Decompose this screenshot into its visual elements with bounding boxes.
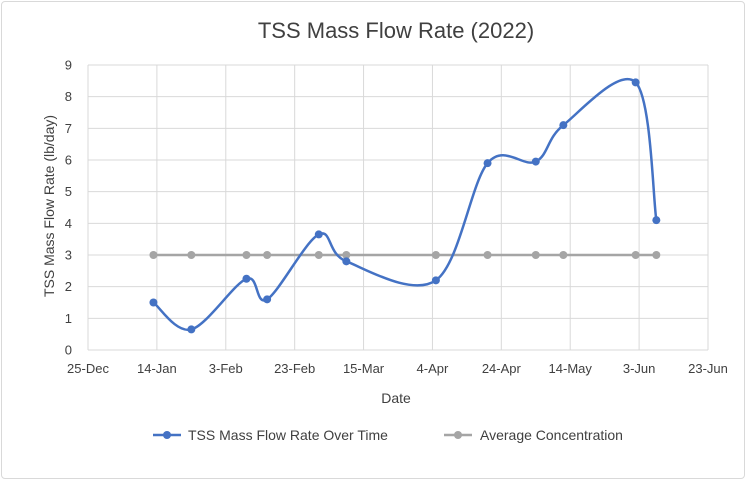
data-point <box>483 159 492 168</box>
x-tick-label: 15-Mar <box>343 361 385 376</box>
gridlines <box>87 64 709 351</box>
y-tick-label: 7 <box>65 121 72 136</box>
legend-label: Average Concentration <box>480 427 623 443</box>
x-tick-label: 4-Apr <box>417 361 449 376</box>
data-point <box>314 251 323 259</box>
data-point <box>149 251 158 259</box>
data-point <box>431 251 440 259</box>
data-point <box>431 276 440 285</box>
x-tick-label: 23-Feb <box>274 361 315 376</box>
y-tick-labels: 0 1 2 3 4 5 6 7 8 9 <box>65 58 72 358</box>
y-tick-label: 8 <box>65 89 72 104</box>
legend-swatch-marker <box>163 431 171 439</box>
data-point <box>559 251 568 259</box>
y-axis-label: TSS Mass Flow Rate (lb/day) <box>41 115 57 297</box>
data-point <box>187 251 196 259</box>
data-point <box>631 78 640 87</box>
data-point <box>559 121 568 130</box>
legend-item: Average Concentration <box>444 427 623 443</box>
chart-title: TSS Mass Flow Rate (2022) <box>258 18 534 43</box>
y-tick-label: 5 <box>65 184 72 199</box>
legend: TSS Mass Flow Rate Over Time Average Conc… <box>153 427 623 443</box>
data-point <box>631 251 640 259</box>
series-line <box>152 78 658 331</box>
y-tick-label: 9 <box>65 58 72 73</box>
y-tick-label: 2 <box>65 279 72 294</box>
data-point <box>242 251 251 259</box>
x-tick-label: 14-Jan <box>137 361 177 376</box>
data-point <box>314 230 323 239</box>
data-point <box>187 325 196 334</box>
y-tick-label: 6 <box>65 153 72 168</box>
y-tick-label: 3 <box>65 248 72 263</box>
legend-swatch-marker <box>454 431 462 439</box>
series-1 <box>149 251 661 259</box>
legend-item: TSS Mass Flow Rate Over Time <box>153 427 388 443</box>
data-point <box>652 251 661 259</box>
y-tick-label: 1 <box>65 311 72 326</box>
data-point <box>263 251 272 259</box>
data-point <box>652 216 661 225</box>
x-tick-label: 23-Jun <box>688 361 728 376</box>
series-layer <box>149 78 661 334</box>
data-point <box>342 251 351 259</box>
data-point <box>263 295 272 304</box>
x-tick-label: 3-Feb <box>209 361 243 376</box>
y-tick-label: 4 <box>65 216 72 231</box>
data-point <box>531 251 540 259</box>
data-point <box>531 157 540 166</box>
x-tick-label: 14-May <box>549 361 593 376</box>
y-tick-label: 0 <box>65 343 72 358</box>
x-tick-label: 3-Jun <box>623 361 656 376</box>
data-point <box>149 298 158 307</box>
legend-label: TSS Mass Flow Rate Over Time <box>188 427 388 443</box>
series-0 <box>149 78 661 334</box>
x-axis-label: Date <box>381 390 411 406</box>
x-tick-labels: 25-Dec 14-Jan 3-Feb 23-Feb 15-Mar 4-Apr 24-Apr… <box>67 361 728 376</box>
x-tick-label: 25-Dec <box>67 361 109 376</box>
data-point <box>342 257 351 266</box>
data-point <box>483 251 492 259</box>
data-point <box>242 274 251 283</box>
x-tick-label: 24-Apr <box>482 361 522 376</box>
